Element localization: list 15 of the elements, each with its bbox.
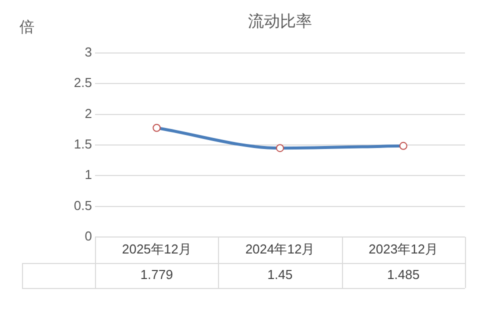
x-tick-label: 2024年12月 [245, 242, 315, 257]
y-tick-label: 3 [84, 44, 92, 60]
data-label: 1.45 [267, 267, 293, 282]
y-tick-label: 0 [84, 228, 92, 244]
y-tick-label: 1.5 [74, 136, 92, 152]
x-tick-label: 2025年12月 [122, 242, 192, 257]
y-tick-label: 0.5 [74, 198, 92, 213]
y-axis-title: 倍 [20, 19, 34, 36]
y-tick-label: 2 [84, 106, 92, 121]
chart-title: 流动比率 [248, 12, 312, 30]
y-tick-label: 2.5 [74, 75, 92, 90]
y-tick-label: 1 [84, 167, 92, 182]
data-label: 1.485 [387, 267, 420, 282]
data-label: 1.779 [140, 267, 173, 282]
x-tick-label: 2023年12月 [368, 242, 438, 257]
